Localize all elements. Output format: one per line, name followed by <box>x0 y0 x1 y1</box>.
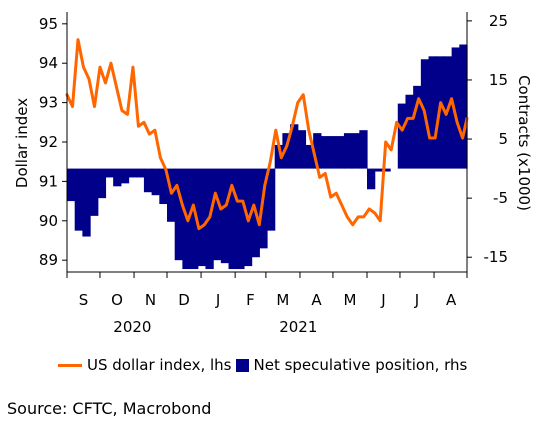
right-tick-label: 25 <box>489 12 508 30</box>
x-month-label: M <box>344 291 357 309</box>
bar-week-11 <box>143 168 153 193</box>
bar-week-20 <box>213 168 222 261</box>
x-month-label: J <box>380 291 385 309</box>
right-tick-label: -15 <box>484 248 509 266</box>
x-month-label: O <box>111 291 123 309</box>
bar-week-6 <box>105 168 114 178</box>
legend-label-net-position: Net speculative position, rhs <box>253 356 468 374</box>
x-month-label: A <box>446 291 457 309</box>
bar-week-10 <box>136 168 145 178</box>
bar-week-48 <box>428 56 437 169</box>
bar-week-52 <box>459 44 468 169</box>
left-tick-label: 89 <box>39 251 58 269</box>
legend-swatch-line <box>58 363 82 367</box>
left-tick-label: 95 <box>39 15 58 33</box>
x-month-label: S <box>79 291 89 309</box>
right-tick-label: 15 <box>489 71 508 89</box>
x-month-label: J <box>414 291 419 309</box>
legend-label-dollar-index: US dollar index, lhs <box>87 356 232 374</box>
right-tick-label: -5 <box>493 189 508 207</box>
x-month-label: A <box>311 291 322 309</box>
bar-week-41 <box>374 168 383 172</box>
right-tick-label: 5 <box>498 130 508 148</box>
bar-week-15 <box>174 168 183 261</box>
bar-week-34 <box>320 136 330 169</box>
bar-week-5 <box>97 168 107 199</box>
x-month-label: N <box>145 291 156 309</box>
bar-week-42 <box>382 168 391 172</box>
left-axis-ticks: 89 90 91 92 93 94 95 <box>39 15 67 269</box>
x-year-label: 2020 <box>113 318 151 336</box>
x-axis-ticks: S O N D J F M A M J J A 2020 2021 <box>66 272 468 336</box>
left-tick-label: 93 <box>39 94 58 112</box>
legend: US dollar index, lhs Net speculative pos… <box>58 356 467 374</box>
left-tick-label: 90 <box>39 212 58 230</box>
bar-week-44 <box>397 103 407 169</box>
bar-week-51 <box>451 47 460 169</box>
bar-week-13 <box>159 168 168 205</box>
bar-week-45 <box>405 94 414 169</box>
chart: 89 90 91 92 93 94 95 -15 -5 5 15 25 S O N D J F M A M J J A 20… <box>13 12 533 336</box>
bar-week-38 <box>351 133 360 169</box>
bar-week-32 <box>305 144 314 169</box>
x-month-label: F <box>246 291 255 309</box>
bar-week-4 <box>90 168 99 216</box>
bar-week-18 <box>197 168 207 267</box>
bar-week-17 <box>190 168 199 270</box>
line-series-us-dollar-index <box>65 38 469 231</box>
bar-series-net-speculative-position <box>67 44 468 270</box>
x-year-label: 2021 <box>279 318 317 336</box>
bar-week-35 <box>328 136 337 169</box>
bar-week-12 <box>151 168 160 196</box>
x-month-label: D <box>178 291 190 309</box>
bar-week-33 <box>313 133 322 169</box>
bar-week-30 <box>290 124 299 169</box>
left-tick-label: 94 <box>39 54 58 72</box>
bar-week-2 <box>74 168 83 231</box>
left-tick-label: 91 <box>39 172 58 190</box>
bar-week-14 <box>167 168 176 222</box>
dollar-index-line <box>65 38 469 231</box>
bar-week-9 <box>128 168 137 178</box>
bar-week-8 <box>120 168 130 184</box>
bar-week-21 <box>220 168 230 264</box>
bar-week-26 <box>259 168 268 249</box>
bar-week-40 <box>367 168 376 190</box>
left-axis-title: Dollar index <box>13 98 31 188</box>
bar-week-39 <box>359 130 368 169</box>
bar-week-7 <box>113 168 122 187</box>
bar-week-46 <box>413 85 422 169</box>
bar-week-1 <box>67 168 76 202</box>
bar-week-37 <box>343 133 353 169</box>
bar-week-27 <box>267 168 276 231</box>
right-axis-ticks: -15 -5 5 15 25 <box>467 12 508 266</box>
bar-week-28 <box>274 144 283 169</box>
legend-swatch-bar <box>235 358 249 372</box>
bar-week-3 <box>82 168 91 237</box>
bar-week-31 <box>297 130 307 169</box>
source-note: Source: CFTC, Macrobond <box>7 399 212 418</box>
bar-week-29 <box>282 133 291 169</box>
bar-week-23 <box>236 168 245 270</box>
x-month-label: J <box>215 291 220 309</box>
bar-week-22 <box>228 168 237 270</box>
right-axis-title: Contracts (x1000) <box>515 75 533 211</box>
x-month-label: M <box>276 291 289 309</box>
left-tick-label: 92 <box>39 133 58 151</box>
bar-week-36 <box>336 136 345 169</box>
